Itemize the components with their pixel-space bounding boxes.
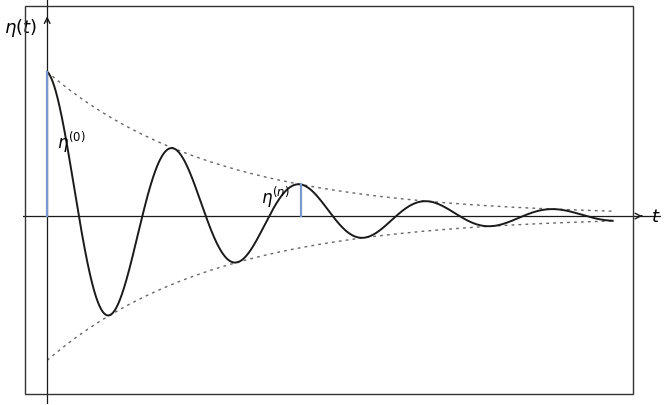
Text: $\eta^{(n)}$: $\eta^{(n)}$: [260, 184, 290, 209]
Text: $\eta^{(0)}$: $\eta^{(0)}$: [57, 129, 86, 154]
Text: $t$: $t$: [651, 207, 661, 226]
Text: $\eta(t)$: $\eta(t)$: [4, 17, 37, 39]
